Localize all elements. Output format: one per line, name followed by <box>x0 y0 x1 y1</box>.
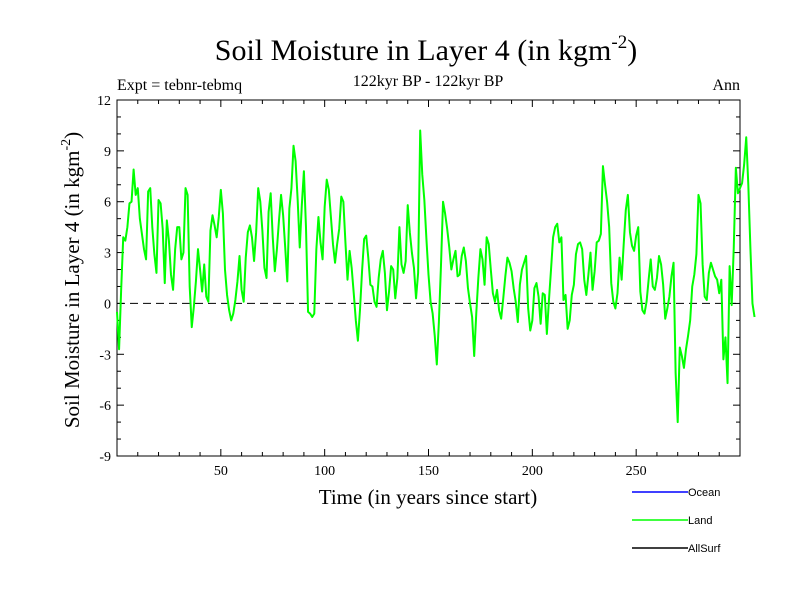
chart-subtitle: 122kyr BP - 122kyr BP <box>353 73 504 90</box>
series-line-land <box>116 129 756 424</box>
y-axis-label-main: Soil Moisture in Layer 4 (in kgm <box>60 151 84 429</box>
x-tick-label: 150 <box>418 464 439 479</box>
y-axis-label-end: ) <box>60 132 84 139</box>
y-tick-label: -9 <box>99 450 111 465</box>
y-axis-label: Soil Moisture in Layer 4 (in kgm-2) <box>59 132 84 428</box>
series-group <box>116 129 756 424</box>
x-tick-label: 50 <box>214 464 228 479</box>
axis-ticks: -9 -6 -3 0 3 6 9 12 50 100 150 200 250 <box>97 94 740 479</box>
y-tick-label: 0 <box>104 297 111 312</box>
legend-label: AllSurf <box>688 543 721 555</box>
y-tick-label: 12 <box>97 94 111 109</box>
x-tick-label: 250 <box>626 464 647 479</box>
chart-title-end: ) <box>627 34 637 67</box>
legend-item-land: Land <box>632 515 712 527</box>
legend-label: Ocean <box>688 487 720 499</box>
legend-label: Land <box>688 515 712 527</box>
y-axis-label-sup: -2 <box>59 139 74 151</box>
x-tick-label: 200 <box>522 464 543 479</box>
expt-label: Expt = tebnr-tebmq <box>117 77 242 94</box>
chart-title-sup: -2 <box>611 32 627 53</box>
y-tick-label: -6 <box>99 399 111 414</box>
legend-item-ocean: Ocean <box>632 487 720 499</box>
y-tick-label: -3 <box>99 348 111 363</box>
y-tick-label: 3 <box>104 247 111 262</box>
chart-title: Soil Moisture in Layer 4 (in kgm-2) <box>215 32 637 67</box>
y-tick-label: 6 <box>104 196 111 211</box>
legend-item-allsurf: AllSurf <box>632 543 721 555</box>
legend: Ocean Land AllSurf <box>632 487 721 555</box>
season-label: Ann <box>712 77 740 94</box>
x-axis-label: Time (in years since start) <box>319 485 538 509</box>
chart-title-main: Soil Moisture in Layer 4 (in kgm <box>215 34 612 67</box>
y-tick-label: 9 <box>104 145 111 160</box>
x-tick-label: 100 <box>314 464 335 479</box>
